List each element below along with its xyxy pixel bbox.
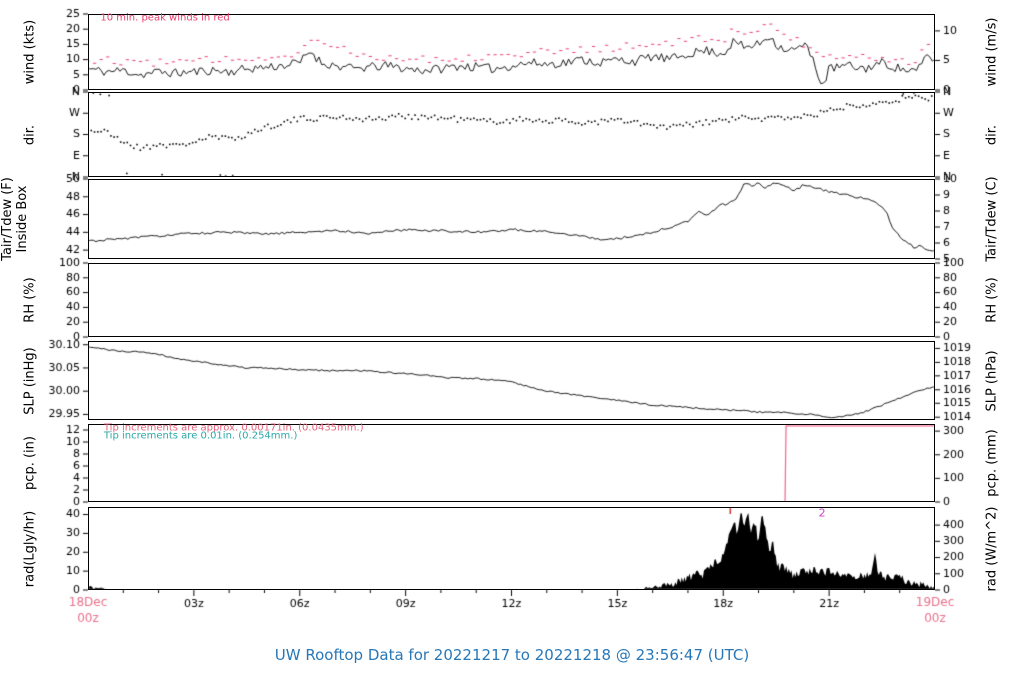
axis-label-wind-kts: wind (kts): [22, 19, 38, 85]
panel-precipitation: [88, 424, 935, 502]
axis-label-pcp-in: pcp. (in): [22, 436, 38, 490]
axis-label-rad-wm2: rad (W/m^2): [984, 506, 1000, 591]
axis-label-dir-left: dir.: [22, 124, 38, 145]
axis-label-rh-right: RH (%): [984, 277, 1000, 323]
panel-wind-speed: [88, 14, 935, 90]
axis-label-tair-c: Tair/Tdew (C): [984, 176, 1000, 262]
axis-label-slp-inhg: SLP (inHg): [22, 346, 38, 415]
axis-label-tair-f-line1: Tair/Tdew (F): [0, 177, 16, 261]
panel-wind-direction: [88, 92, 935, 177]
panel-sea-level-pressure: [88, 341, 935, 420]
axis-label-slp-hpa: SLP (hPa): [984, 349, 1000, 412]
axis-label-rad-lglyhr: rad(Lgly/hr): [22, 510, 38, 587]
tip-increments-note: Tip increments are 0.01in. (0.254mm.): [103, 430, 298, 442]
panel-relative-humidity: [88, 263, 935, 337]
peak-winds-note: 10 min. peak winds in red: [100, 12, 230, 24]
axis-label-dir-right: dir.: [984, 124, 1000, 145]
axis-label-pcp-mm: pcp. (mm): [984, 429, 1000, 497]
rad-annotation-2: 2: [818, 506, 826, 520]
axis-label-rh-left: RH (%): [22, 277, 38, 323]
axis-label-tair-f: Tair/Tdew (F) Inside Box: [0, 177, 31, 261]
chart-title: UW Rooftop Data for 20221217 to 20221218…: [274, 646, 750, 664]
axis-label-wind-ms: wind (m/s): [984, 17, 1000, 87]
tip-increments-note-approx: Tip increments are approx. 0.00171in. (0…: [103, 422, 364, 434]
panel-solar-radiation: [88, 507, 935, 590]
panel-temperature: [88, 179, 935, 259]
axis-label-inside-box: Inside Box: [15, 185, 30, 253]
